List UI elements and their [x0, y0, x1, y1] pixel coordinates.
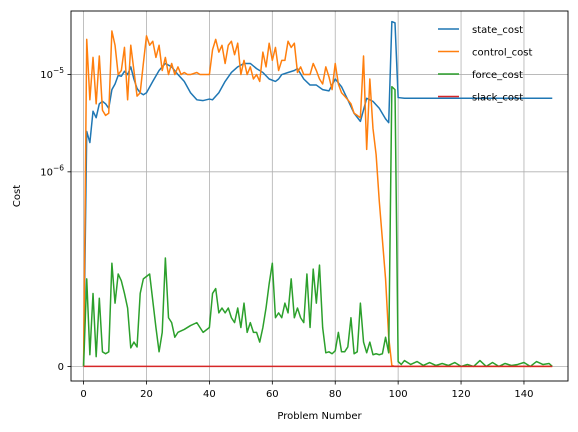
y-axis-label: Cost: [12, 185, 23, 207]
x-tick-label: 40: [203, 389, 216, 400]
y-axis-ticks: 010−610−5: [40, 66, 71, 373]
x-tick-label: 120: [452, 389, 471, 400]
y-tick-label: 10−5: [40, 66, 64, 81]
series-line-control-cost: [82, 30, 553, 368]
legend-label: slack_cost: [472, 93, 523, 104]
x-tick-label: 100: [389, 389, 408, 400]
series-line-state-cost: [82, 20, 553, 367]
x-tick-label: 80: [329, 389, 342, 400]
legend-item: control_cost: [438, 48, 532, 59]
x-tick-label: 140: [514, 389, 533, 400]
x-tick-label: 60: [266, 389, 279, 400]
legend: state_cost control_cost force_cost slack_co…: [438, 25, 532, 104]
y-tick-label: 0: [58, 362, 64, 373]
legend-item: state_cost: [438, 25, 523, 36]
x-axis-label: Problem Number: [277, 411, 362, 422]
y-tick-exponent: −6: [53, 163, 64, 172]
y-tick-base: 10: [40, 167, 53, 178]
x-tick-label: 0: [80, 389, 86, 400]
y-tick-label: 10−6: [40, 163, 64, 178]
legend-item: force_cost: [438, 70, 523, 81]
legend-label: force_cost: [472, 70, 523, 81]
y-tick-exponent: −5: [53, 66, 64, 75]
legend-item: slack_cost: [438, 93, 523, 104]
legend-label: control_cost: [472, 48, 532, 59]
x-tick-label: 20: [140, 389, 153, 400]
legend-label: state_cost: [472, 25, 523, 36]
y-tick-base: 10: [40, 70, 53, 81]
series-line-force-cost: [82, 85, 553, 368]
plot-frame: [70, 10, 569, 382]
series-lines: [82, 20, 553, 368]
x-axis-ticks: 0 20 40 60 80 100 120 140: [80, 381, 534, 400]
